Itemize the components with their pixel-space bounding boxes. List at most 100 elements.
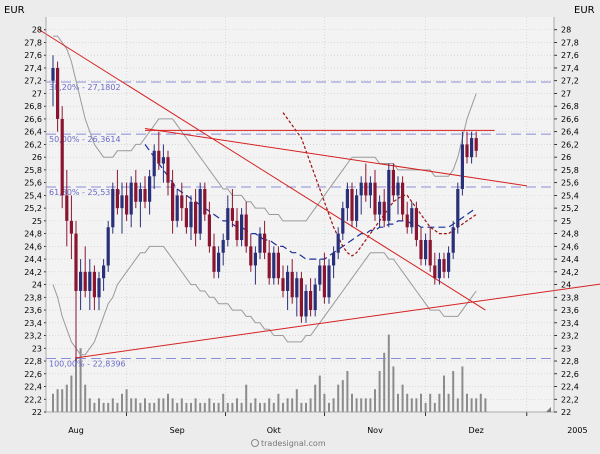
- volume-bar: [148, 402, 151, 412]
- candle: [129, 176, 133, 228]
- candle: [171, 169, 175, 234]
- volume-bar: [263, 402, 266, 412]
- volume-bar: [98, 398, 100, 412]
- volume-bar: [305, 402, 307, 412]
- volume-bar: [378, 371, 381, 412]
- y-tick-label-left: 24,6: [24, 242, 42, 251]
- candle: [276, 246, 280, 285]
- candle: [212, 233, 216, 279]
- candle-body: [396, 182, 400, 196]
- candle-body: [79, 271, 83, 291]
- volume-bar: [226, 402, 229, 412]
- candle-body: [129, 182, 133, 215]
- y-tick-label-left: 23,4: [24, 319, 42, 328]
- candle: [341, 201, 345, 240]
- volume-bar: [272, 402, 275, 412]
- candle: [111, 182, 115, 234]
- candle: [359, 176, 363, 215]
- candle-body: [120, 195, 124, 209]
- volume-bar: [470, 398, 473, 412]
- y-tick-label-left: 26,8: [24, 102, 42, 111]
- candle: [460, 131, 464, 196]
- candle: [157, 131, 161, 170]
- corner-resize-icon[interactable]: [546, 407, 551, 412]
- volume-bar: [401, 384, 404, 412]
- candle-body: [295, 278, 299, 298]
- candle: [313, 278, 317, 317]
- volume-bar: [355, 398, 358, 412]
- candle: [56, 61, 60, 132]
- y-tick-label-left: 27,4: [24, 64, 42, 73]
- candle-body: [161, 157, 165, 164]
- candle: [437, 252, 441, 285]
- volume-bar: [208, 398, 211, 412]
- candle-body: [341, 208, 345, 234]
- candle-body: [148, 176, 152, 202]
- candle-body: [102, 265, 106, 279]
- volume-bar: [383, 352, 386, 412]
- volume-bar: [84, 384, 87, 412]
- y-tick-label-left: 23,2: [24, 332, 42, 341]
- volume-bar: [406, 393, 409, 412]
- candle-body: [74, 233, 78, 291]
- candle: [442, 252, 446, 279]
- candle-body: [221, 239, 225, 253]
- y-tick-label-left: 23,8: [24, 293, 42, 302]
- candle: [364, 163, 368, 202]
- volume-bar: [466, 393, 468, 412]
- y-tick-label-left: 25,8: [24, 166, 42, 175]
- volume-bar: [79, 348, 82, 412]
- candle-body: [345, 189, 349, 209]
- volume-bar: [52, 393, 54, 412]
- volume-bar: [300, 402, 303, 412]
- y-tick-label-right: 22,8: [561, 357, 579, 366]
- candle-body: [414, 208, 418, 240]
- candle: [221, 233, 225, 266]
- volume-bar: [134, 398, 137, 412]
- candle-body: [111, 189, 115, 228]
- volume-bar: [410, 398, 413, 412]
- candle-body: [309, 290, 313, 311]
- volume-bar: [176, 402, 179, 412]
- volume-bar: [328, 402, 330, 412]
- candle-body: [460, 144, 464, 190]
- y-tick-label-right: 27,2: [561, 77, 579, 86]
- volume-bar: [337, 384, 340, 412]
- y-tick-label-right: 25,6: [561, 179, 579, 188]
- currency-label-right: EUR: [574, 5, 595, 16]
- candle: [410, 201, 414, 234]
- candle: [65, 169, 69, 247]
- candle-body: [189, 201, 193, 228]
- y-tick-label-right: 26,2: [561, 140, 579, 149]
- y-tick-label-left: 25,4: [24, 191, 42, 200]
- candle: [474, 131, 478, 158]
- candle: [447, 246, 451, 279]
- candle: [373, 169, 377, 221]
- candle: [60, 106, 64, 209]
- volume-bar: [116, 402, 119, 412]
- candle: [79, 259, 83, 311]
- candle-body: [410, 208, 414, 228]
- y-tick-label-left: 27,2: [24, 77, 42, 86]
- volume-bar: [194, 398, 197, 412]
- volume-bar: [374, 389, 376, 412]
- y-tick-label-right: 23: [561, 344, 571, 353]
- volume-bar: [75, 357, 77, 412]
- candle-body: [428, 239, 432, 266]
- y-tick-label-right: 25,8: [561, 166, 579, 175]
- candle-body: [465, 144, 469, 158]
- candle-body: [368, 182, 372, 196]
- y-axis-left: 22 22,2 22,4 22,6 22,8 23 23,2 23,4 23,6 23,8 24 24…: [24, 17, 47, 417]
- candle: [194, 189, 198, 247]
- volume-bar: [461, 366, 464, 412]
- y-tick-label-right: 25: [561, 217, 571, 226]
- brand-icon: [251, 439, 259, 447]
- y-tick-label-left: 22,4: [24, 383, 42, 392]
- candle: [244, 201, 248, 253]
- y-tick-label-left: 24,8: [24, 230, 42, 239]
- candle: [184, 195, 188, 234]
- candle: [295, 271, 299, 317]
- y-tick-label-left: 22: [32, 408, 42, 417]
- candle-body: [433, 265, 437, 279]
